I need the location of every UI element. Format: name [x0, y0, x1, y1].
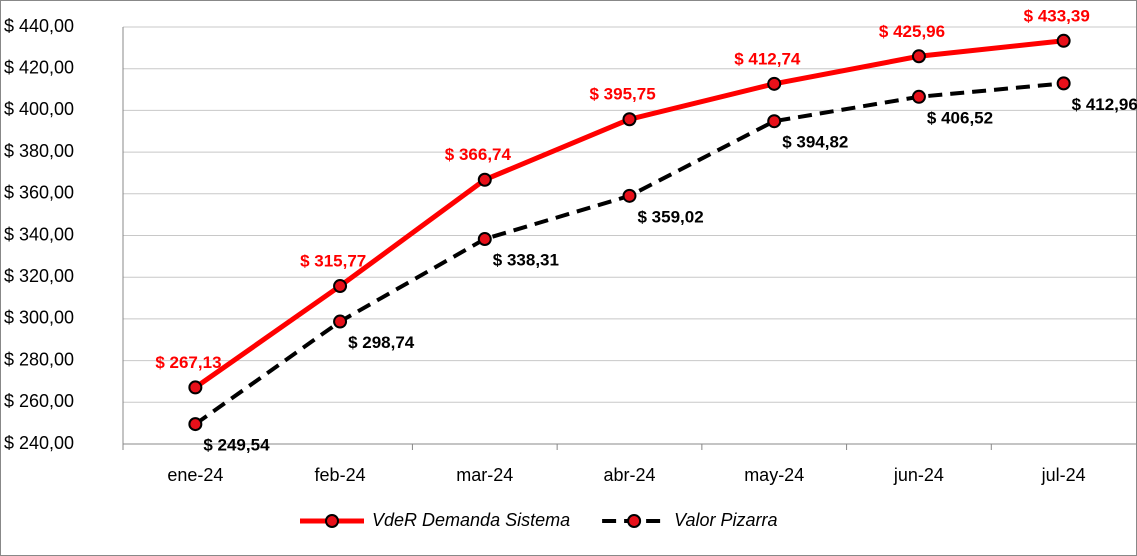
data-point	[1056, 76, 1071, 91]
y-tick-label: $ 420,00	[4, 57, 74, 77]
data-label: $ 366,74	[445, 145, 512, 164]
legend-marker	[325, 514, 339, 528]
y-tick-label: $ 240,00	[4, 433, 74, 453]
data-point	[767, 76, 782, 91]
legend-label: Valor Pizarra	[674, 510, 777, 530]
x-tick-label: abr-24	[603, 465, 655, 485]
x-tick-label: mar-24	[456, 465, 513, 485]
data-label: $ 267,13	[155, 353, 221, 372]
data-label: $ 359,02	[638, 207, 704, 226]
y-tick-label: $ 380,00	[4, 141, 74, 161]
data-point	[188, 417, 203, 432]
y-tick-label: $ 360,00	[4, 183, 74, 203]
y-tick-label: $ 260,00	[4, 391, 74, 411]
data-label: $ 433,39	[1024, 6, 1090, 25]
legend-label: VdeR Demanda Sistema	[372, 510, 570, 530]
data-point	[477, 232, 492, 247]
data-label: $ 394,82	[782, 133, 848, 152]
y-tick-label: $ 300,00	[4, 308, 74, 328]
data-label: $ 395,75	[590, 85, 656, 104]
y-tick-label: $ 340,00	[4, 224, 74, 244]
x-tick-label: ene-24	[167, 465, 223, 485]
data-point	[622, 112, 637, 127]
y-tick-label: $ 440,00	[4, 16, 74, 36]
data-label: $ 412,74	[734, 49, 801, 68]
y-tick-label: $ 400,00	[4, 99, 74, 119]
data-label: $ 315,77	[300, 252, 366, 271]
data-point	[911, 89, 926, 104]
data-point	[188, 380, 203, 395]
data-label: $ 249,54	[203, 436, 270, 455]
data-point	[911, 49, 926, 64]
legend-marker	[627, 514, 642, 528]
y-tick-label: $ 320,00	[4, 266, 74, 286]
data-label: $ 406,52	[927, 108, 993, 127]
data-label: $ 412,96	[1072, 95, 1137, 114]
x-tick-label: jul-24	[1041, 465, 1086, 485]
data-point	[333, 314, 348, 329]
data-label: $ 425,96	[879, 22, 945, 41]
x-tick-label: may-24	[744, 465, 804, 485]
data-label: $ 298,74	[348, 333, 415, 352]
y-tick-label: $ 280,00	[4, 349, 74, 369]
data-point	[767, 114, 782, 129]
data-point	[333, 279, 348, 294]
data-point	[477, 172, 492, 187]
data-label: $ 338,31	[493, 251, 559, 270]
data-point	[1056, 33, 1071, 48]
x-tick-label: jun-24	[893, 465, 944, 485]
x-tick-label: feb-24	[315, 465, 366, 485]
data-point	[622, 188, 637, 203]
